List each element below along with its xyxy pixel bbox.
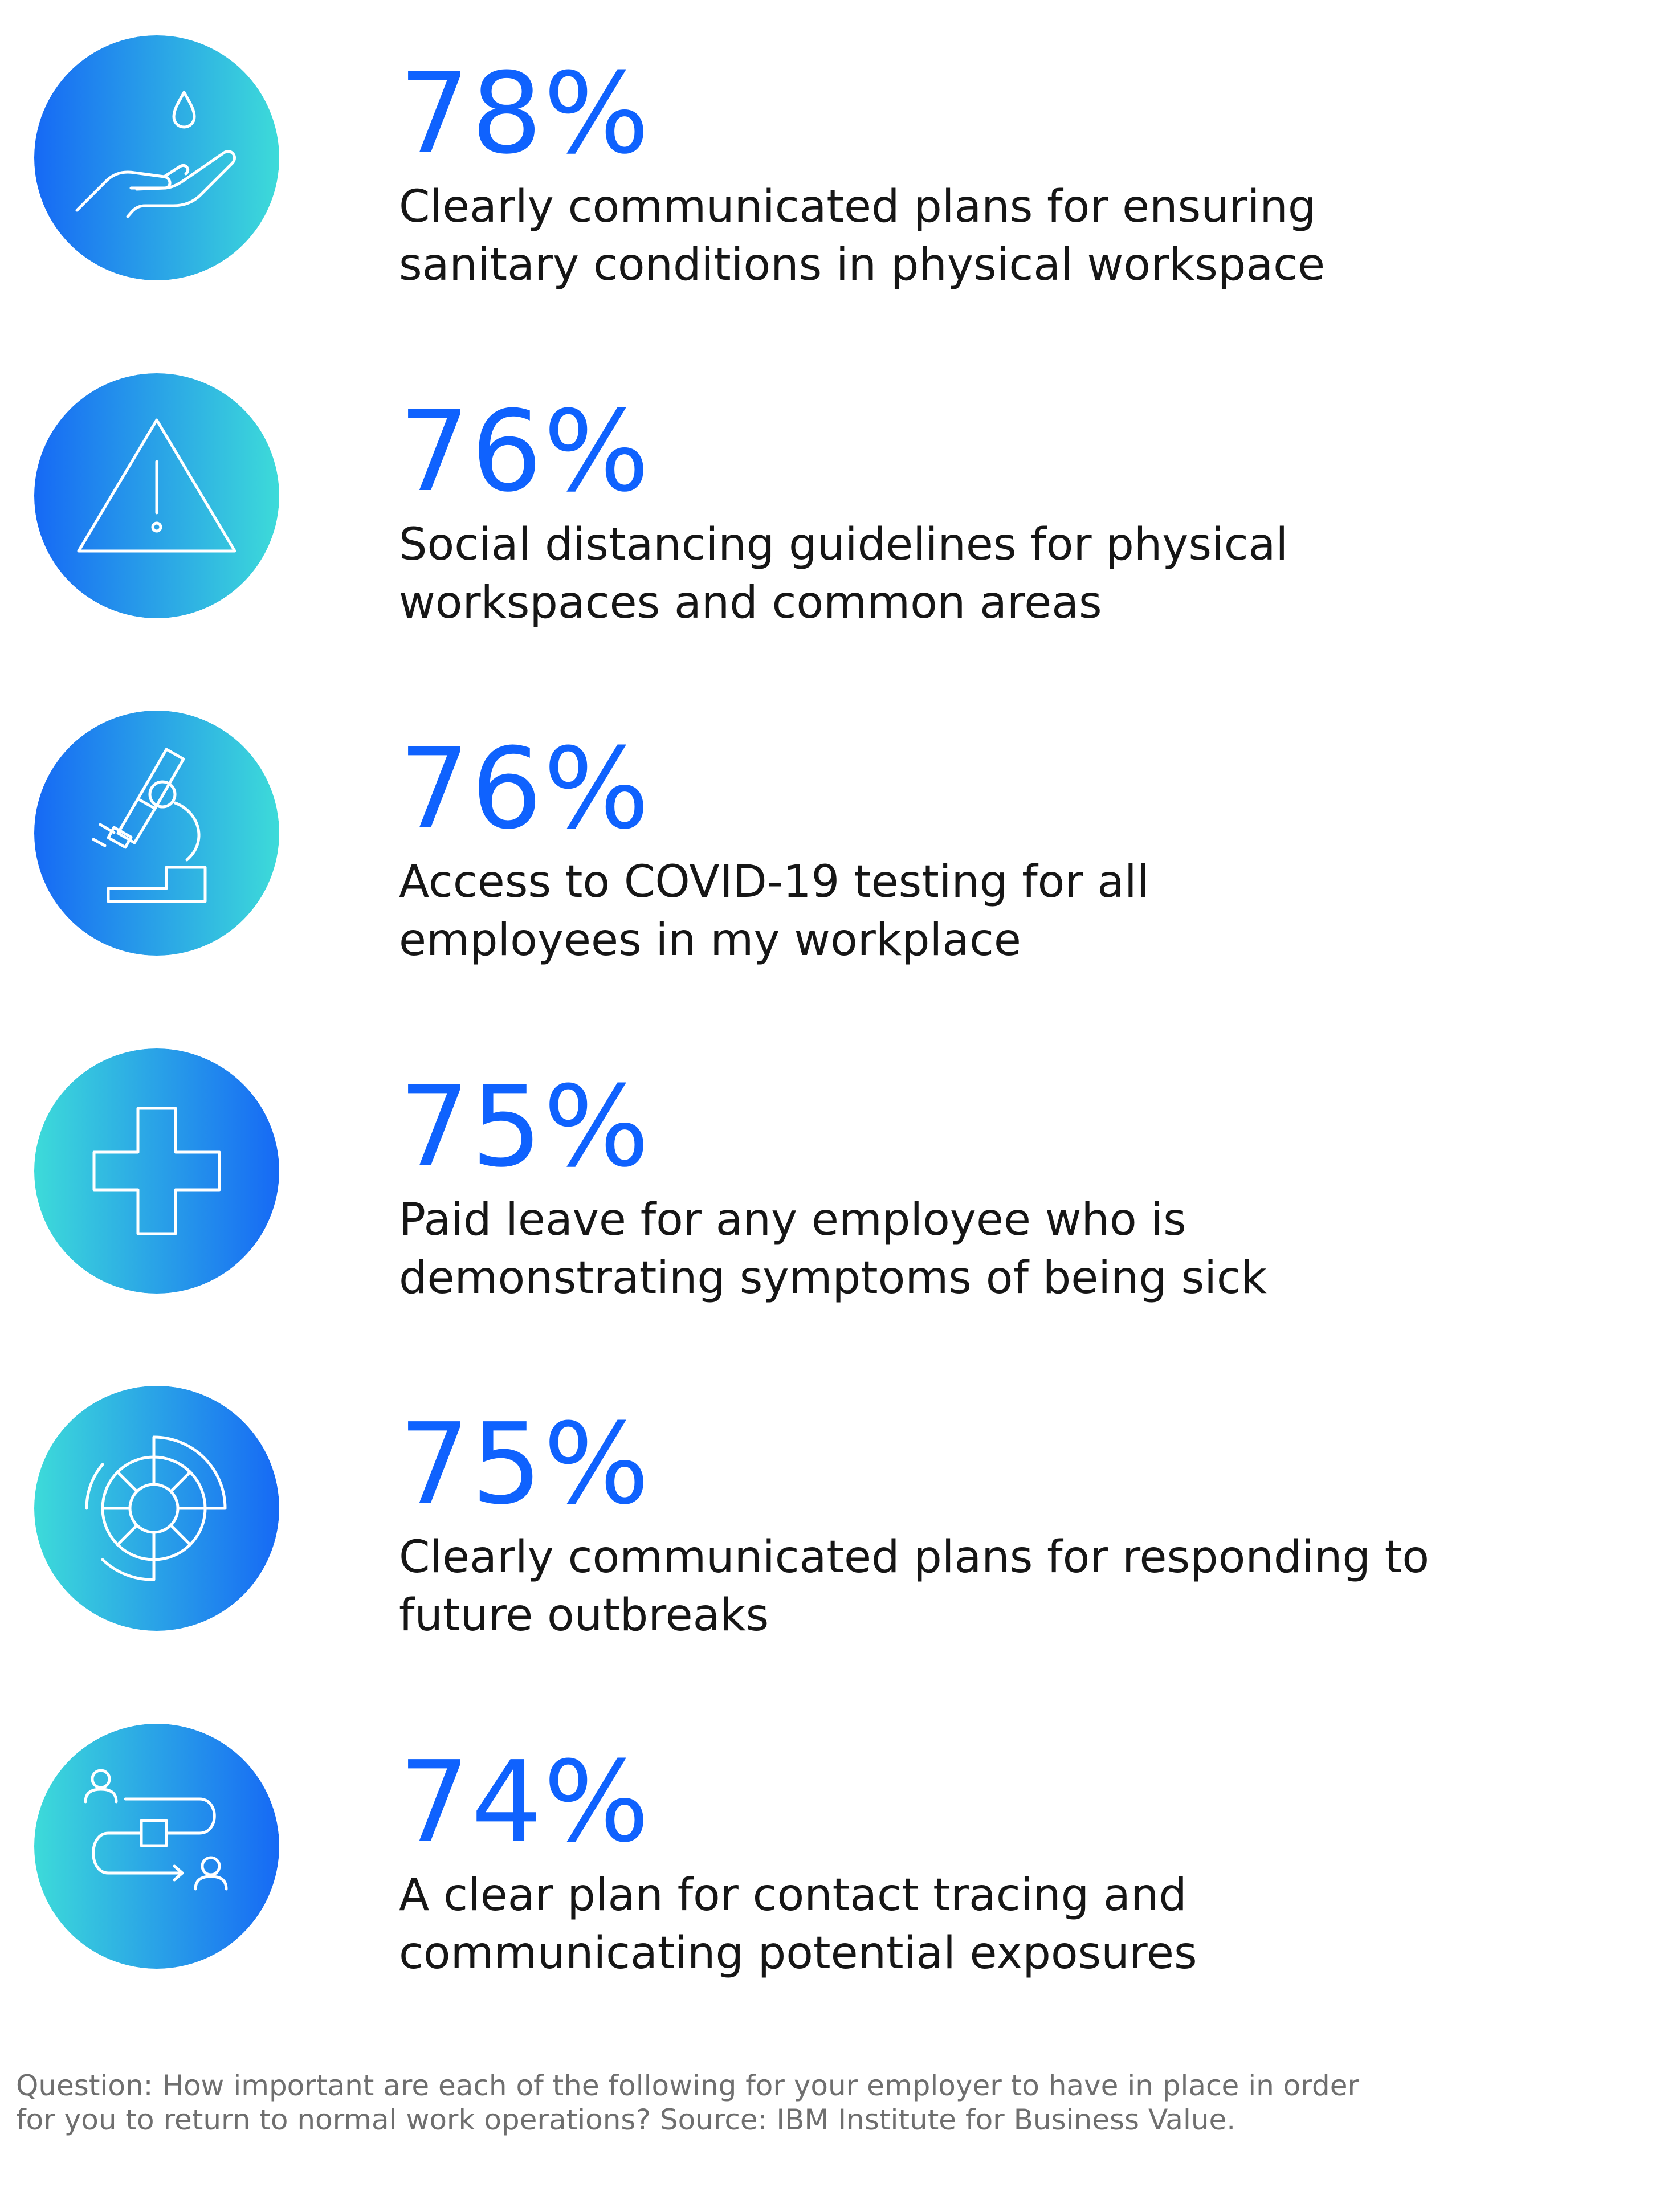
footnote-line: for you to return to normal work operati… — [16, 2103, 1236, 2136]
description-line: demonstrating symptoms of being sick — [399, 1252, 1267, 1304]
item-description: Paid leave for any employee who is demon… — [399, 1191, 1624, 1307]
item-description: Social distancing guidelines for physica… — [399, 516, 1624, 632]
stat-row-6: 74% A clear plan for contact tracing and… — [0, 1724, 1680, 1979]
description-line: Access to COVID-19 testing for all — [399, 856, 1149, 908]
stat-row-5: 75% Clearly communicated plans for respo… — [0, 1386, 1680, 1641]
item-description: A clear plan for contact tracing and com… — [399, 1866, 1624, 1982]
percent-value: 75% — [399, 1062, 651, 1192]
footnote-line: Question: How important are each of the … — [16, 2069, 1360, 2102]
description-line: Paid leave for any employee who is — [399, 1194, 1186, 1246]
description-line: workspaces and common areas — [399, 577, 1102, 629]
stat-row-2: 76% Social distancing guidelines for phy… — [0, 373, 1680, 629]
description-line: Clearly communicated plans for ensuring — [399, 181, 1316, 232]
description-line: employees in my workplace — [399, 915, 1021, 966]
warning-triangle-icon — [34, 373, 279, 618]
stat-row-4: 75% Paid leave for any employee who is d… — [0, 1048, 1680, 1304]
description-line: Clearly communicated plans for respondin… — [399, 1532, 1430, 1583]
description-line: communicating potential exposures — [399, 1928, 1197, 1979]
percent-value: 74% — [399, 1737, 651, 1867]
item-description: Clearly communicated plans for ensuring … — [399, 178, 1624, 294]
contact-tracing-flow-icon — [34, 1724, 279, 1969]
description-line: Social distancing guidelines for physica… — [399, 519, 1288, 570]
percent-value: 76% — [399, 724, 651, 854]
description-line: future outbreaks — [399, 1590, 769, 1641]
percent-value: 78% — [399, 49, 651, 179]
stat-row-3: 76% Access to COVID-19 testing for all e… — [0, 711, 1680, 966]
description-line: sanitary conditions in physical workspac… — [399, 239, 1326, 291]
item-description: Access to COVID-19 testing for all emplo… — [399, 853, 1624, 969]
source-footnote: Question: How important are each of the … — [16, 2068, 1612, 2137]
medical-cross-icon — [34, 1048, 279, 1294]
item-description: Clearly communicated plans for respondin… — [399, 1528, 1624, 1645]
stat-row-1: 78% Clearly communicated plans for ensur… — [0, 35, 1680, 291]
microscope-icon — [34, 711, 279, 956]
percent-value: 75% — [399, 1400, 651, 1529]
description-line: A clear plan for contact tracing and — [399, 1870, 1187, 1921]
percent-value: 76% — [399, 387, 651, 517]
radial-target-icon — [34, 1386, 279, 1631]
hand-water-drop-icon — [34, 35, 279, 280]
